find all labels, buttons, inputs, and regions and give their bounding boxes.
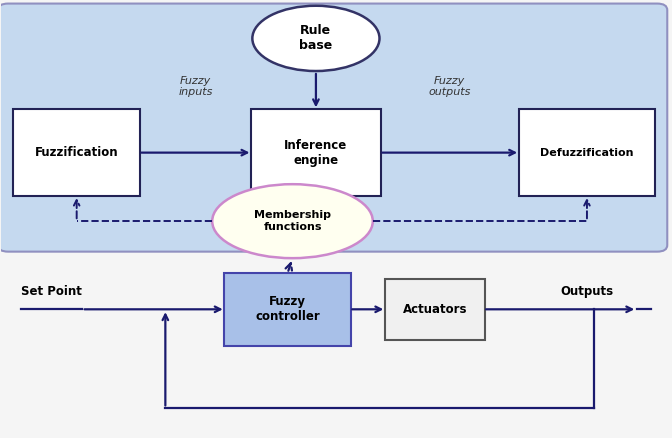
FancyBboxPatch shape xyxy=(224,272,351,346)
Text: Inference
engine: Inference engine xyxy=(284,139,347,166)
FancyBboxPatch shape xyxy=(251,110,381,196)
Text: Outputs: Outputs xyxy=(560,286,614,298)
Text: Rule
base: Rule base xyxy=(299,25,333,53)
FancyBboxPatch shape xyxy=(385,279,485,339)
Text: Fuzzy
outputs: Fuzzy outputs xyxy=(429,75,471,97)
FancyBboxPatch shape xyxy=(0,4,667,252)
Text: Defuzzification: Defuzzification xyxy=(540,148,634,158)
FancyBboxPatch shape xyxy=(519,110,655,196)
FancyBboxPatch shape xyxy=(13,110,140,196)
Text: Fuzzy
inputs: Fuzzy inputs xyxy=(178,75,212,97)
Text: Fuzzification: Fuzzification xyxy=(35,146,118,159)
Text: Membership
functions: Membership functions xyxy=(254,210,331,232)
Text: Actuators: Actuators xyxy=(403,303,467,316)
Text: Fuzzy
controller: Fuzzy controller xyxy=(255,295,320,323)
Ellipse shape xyxy=(212,184,373,258)
Text: Set Point: Set Point xyxy=(22,286,83,298)
Ellipse shape xyxy=(253,6,380,71)
